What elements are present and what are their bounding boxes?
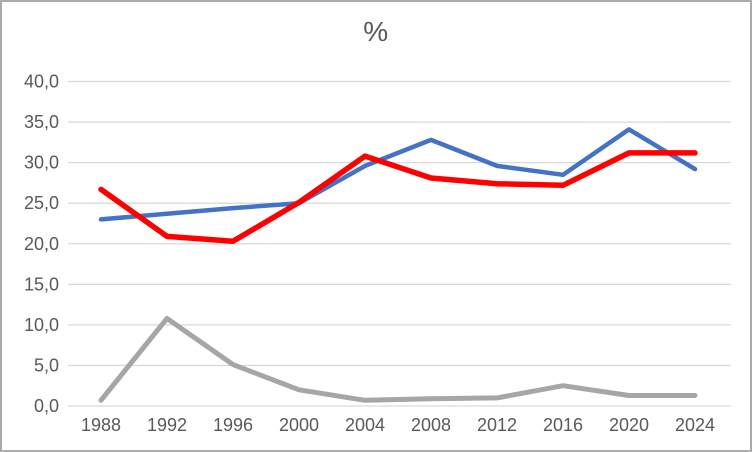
x-axis-tick-label: 1988 <box>81 415 121 435</box>
x-axis-tick-label: 1992 <box>147 415 187 435</box>
y-axis-tick-label: 20,0 <box>24 234 59 254</box>
x-axis-tick-label: 2004 <box>345 415 385 435</box>
y-axis-tick-label: 10,0 <box>24 315 59 335</box>
x-axis-tick-label: 2020 <box>609 415 649 435</box>
series-line-gray <box>98 315 698 403</box>
x-axis-tick-label: 2008 <box>411 415 451 435</box>
series-line-red <box>98 150 698 245</box>
y-axis-tick-label: 5,0 <box>34 355 59 375</box>
x-axis-tick-label: 1996 <box>213 415 253 435</box>
y-axis-tick-label: 15,0 <box>24 274 59 294</box>
series-line-blue <box>98 127 698 222</box>
x-axis-tick-label: 2024 <box>675 415 715 435</box>
y-axis-tick-label: 40,0 <box>24 72 59 92</box>
chart-title: % <box>363 16 389 47</box>
y-axis-tick-label: 35,0 <box>24 112 59 132</box>
x-axis-tick-label: 2000 <box>279 415 319 435</box>
y-axis-tick-label: 0,0 <box>34 396 59 416</box>
x-axis-tick-label: 2016 <box>543 415 583 435</box>
y-axis-tick-label: 25,0 <box>24 193 59 213</box>
y-axis-tick-label: 30,0 <box>24 153 59 173</box>
x-axis-tick-label: 2012 <box>477 415 517 435</box>
